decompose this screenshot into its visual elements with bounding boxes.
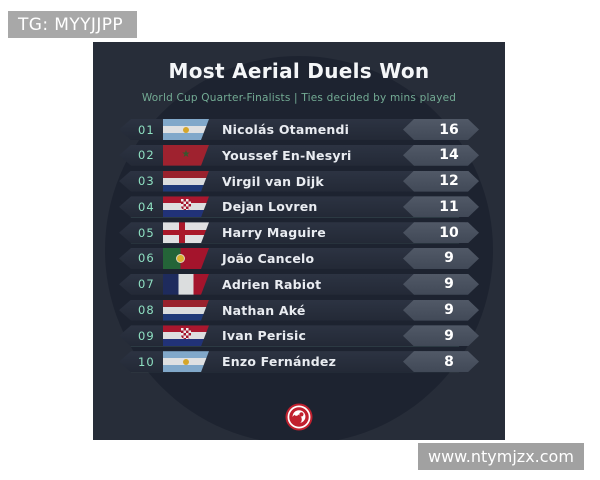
- value-badge: 11: [403, 196, 479, 217]
- telegram-badge: TG: MYYJJPP: [8, 11, 138, 38]
- row-body: 07 Adrien Rabiot: [119, 274, 465, 295]
- row-body: 04 Dejan Lovren: [119, 196, 465, 217]
- flag-icon: [163, 274, 209, 295]
- row-body: 03 Virgil van Dijk: [119, 171, 465, 192]
- flag-icon: [163, 222, 209, 243]
- player-name: Dejan Lovren: [222, 199, 318, 215]
- flag-icon: [163, 300, 209, 321]
- player-name: Nicolás Otamendi: [222, 122, 350, 137]
- player-name: Virgil van Dijk: [222, 173, 324, 189]
- table-row: 08 Nathan Aké 9: [119, 300, 479, 321]
- table-row: 07 Adrien Rabiot 9: [119, 274, 479, 295]
- stats-card: Most Aerial Duels Won World Cup Quarter-…: [93, 42, 505, 440]
- flag-icon: [163, 171, 209, 192]
- website-watermark: www.ntymjzx.com: [418, 443, 584, 470]
- table-row: 03 Virgil van Dijk 12: [119, 171, 479, 192]
- table-row: 06 João Cancelo 9: [119, 248, 479, 269]
- flag-icon: [163, 351, 209, 372]
- row-body: 08 Nathan Aké: [119, 300, 465, 321]
- value-badge: 14: [403, 145, 479, 166]
- flag-icon: [163, 248, 209, 269]
- ranking-list: 01 Nicolás Otamendi 16 02 Youssef En-Nes…: [119, 119, 479, 377]
- rank-label: 05: [138, 225, 155, 240]
- flag-icon: [163, 119, 209, 140]
- value-badge: 10: [403, 222, 479, 243]
- player-name: Ivan Perisic: [222, 328, 307, 344]
- table-row: 05 Harry Maguire 10: [119, 222, 479, 243]
- row-body: 01 Nicolás Otamendi: [119, 119, 465, 140]
- player-name: Adrien Rabiot: [222, 276, 322, 292]
- table-row: 02 Youssef En-Nesyri 14: [119, 145, 479, 166]
- rank-label: 02: [138, 148, 155, 163]
- player-name: João Cancelo: [222, 250, 315, 266]
- value-badge: 9: [403, 300, 479, 321]
- rank-label: 06: [138, 251, 155, 266]
- row-body: 10 Enzo Fernández: [119, 351, 465, 372]
- player-name: Harry Maguire: [222, 225, 326, 241]
- row-body: 09 Ivan Perisic: [119, 325, 465, 346]
- flag-icon: [163, 196, 209, 217]
- value-badge: 16: [403, 119, 479, 140]
- rank-label: 04: [138, 199, 155, 214]
- table-row: 10 Enzo Fernández 8: [119, 351, 479, 372]
- row-body: 05 Harry Maguire: [119, 222, 465, 243]
- row-body: 06 João Cancelo: [119, 248, 465, 269]
- table-row: 09 Ivan Perisic 9: [119, 325, 479, 346]
- rank-label: 01: [138, 122, 155, 137]
- stats-logo-icon: [285, 403, 313, 431]
- rank-label: 07: [138, 277, 155, 292]
- page-subtitle: World Cup Quarter-Finalists | Ties decid…: [141, 92, 457, 104]
- flag-icon: [163, 145, 209, 166]
- player-name: Nathan Aké: [222, 302, 306, 318]
- table-row: 04 Dejan Lovren 11: [119, 196, 479, 217]
- rank-label: 10: [138, 354, 155, 369]
- value-badge: 12: [403, 171, 479, 192]
- value-badge: 8: [403, 351, 479, 372]
- row-body: 02 Youssef En-Nesyri: [119, 145, 465, 166]
- rank-label: 03: [138, 174, 155, 189]
- flag-icon: [163, 325, 209, 346]
- player-name: Youssef En-Nesyri: [222, 147, 352, 163]
- value-badge: 9: [403, 248, 479, 269]
- page-title: Most Aerial Duels Won: [168, 59, 430, 83]
- value-badge: 9: [403, 325, 479, 346]
- rank-label: 09: [138, 328, 155, 343]
- rank-label: 08: [138, 303, 155, 318]
- value-badge: 9: [403, 274, 479, 295]
- player-name: Enzo Fernández: [222, 354, 337, 370]
- table-row: 01 Nicolás Otamendi 16: [119, 119, 479, 140]
